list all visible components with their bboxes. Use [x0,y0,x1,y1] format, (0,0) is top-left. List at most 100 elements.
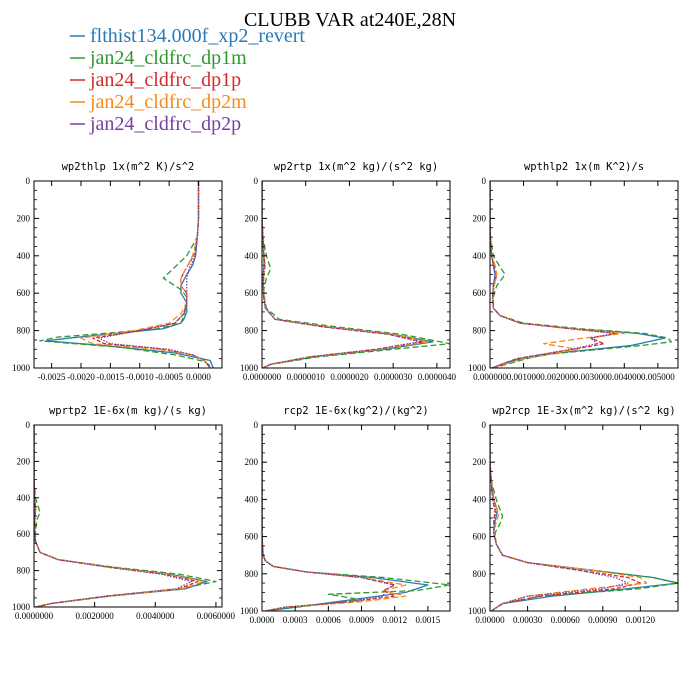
panel-title: wp2rcp 1E-3x(m^2 kg)/(s^2 kg) [492,405,675,417]
series-line-2 [262,181,450,368]
y-tick-label: 0 [482,176,487,186]
y-tick-label: 200 [17,456,31,466]
x-tick-label: -0.0005 [155,372,183,382]
y-tick-label: 600 [17,529,31,539]
panel-title: rcp2 1E-6x(kg^2)/(kg^2) [283,405,428,417]
y-tick-label: 600 [245,532,259,542]
series-line-4 [490,425,648,611]
x-tick-label: 0.0012 [382,615,407,625]
series-line-3 [262,181,425,368]
y-tick-label: 600 [17,288,31,298]
y-tick-label: 0 [482,420,487,430]
y-tick-label: 0 [254,176,259,186]
y-tick-label: 800 [473,326,487,336]
series-line-3 [92,181,211,368]
y-tick-label: 1000 [468,606,487,616]
panel-4: wprtp2 1E-6x(m kg)/(s kg) 0 200 400 600 800 10… [12,405,236,621]
y-tick-label: 1000 [240,363,259,373]
series-line-1 [45,181,214,368]
panel-title: wp2thlp 1x(m^2 K)/s^2 [62,161,195,173]
series-line-2 [262,425,450,611]
y-tick-label: 200 [473,457,487,467]
legend-label: jan24_cldfrc_dp1m [89,47,247,69]
y-tick-label: 600 [245,288,259,298]
x-tick-label: 0.00000 [475,615,505,625]
panels: wp2thlp 1x(m^2 K)/s^2 0 200 400 600 800 1000 -0… [12,161,679,625]
x-tick-label: 0.0009 [349,615,374,625]
y-tick-label: 800 [473,569,487,579]
plot-frame [33,424,223,608]
plot-frame [489,424,679,612]
series-line-3 [490,425,642,611]
series-group [262,425,450,611]
panel-title: wp2rtp 1x(m^2 kg)/(s^2 kg) [274,161,438,173]
legend-label: jan24_cldfrc_dp1p [89,69,241,91]
panel-3: wpthlp2 1x(m K^2)/s020040060080010000.00… [468,161,679,382]
x-tick-label: 0.0000010 [287,372,326,382]
x-tick-label: 0.0000030 [374,372,413,382]
panel-title: wprtp2 1E-6x(m kg)/(s kg) [49,405,207,417]
series-line-1 [34,425,208,607]
x-tick-label: 0.0000040 [418,372,457,382]
x-tick-label: 0.002000 [540,372,574,382]
y-tick-label: 600 [473,288,487,298]
series-line-5 [34,425,193,607]
panel-5: rcp2 1E-6x(kg^2)/(kg^2) 0 200 400 600 800 1000… [240,405,451,625]
main-title: CLUBB VAR at240E,28N [244,9,456,31]
series-line-5 [97,181,211,368]
series-group [490,425,678,611]
y-tick-label: 800 [245,326,259,336]
y-tick-label: 0 [26,176,31,186]
y-tick-label: 400 [17,251,31,261]
x-tick-label: 0.0003 [283,615,308,625]
y-tick-label: 800 [17,326,31,336]
x-tick-label: -0.0015 [97,372,125,382]
panel-6: wp2rcp 1E-3x(m^2 kg)/(s^2 kg) 0 200 400 600 8… [468,405,679,625]
x-tick-label: 0.000000 [473,372,507,382]
x-tick-label: -0.0025 [38,372,66,382]
series-line-4 [34,425,205,607]
series-group [39,181,214,368]
y-tick-label: 400 [473,494,487,504]
y-tick-label: 1000 [12,602,31,612]
y-tick-label: 800 [245,569,259,579]
x-tick-label: -0.0020 [67,372,95,382]
x-tick-label: 0.0040000 [136,611,175,621]
panel-1: wp2thlp 1x(m^2 K)/s^2 0 200 400 600 800 1000 -0… [12,161,223,382]
x-tick-label: 0.0020000 [76,611,115,621]
legend-label: jan24_cldfrc_dp2m [89,91,247,113]
x-tick-label: 0.0000000 [15,611,54,621]
y-tick-label: 200 [473,213,487,223]
x-tick-label: 0.005000 [641,372,675,382]
x-tick-label: 0.003000 [574,372,608,382]
y-tick-label: 800 [17,566,31,576]
series-line-2 [34,425,217,607]
x-tick-label: 0.004000 [607,372,641,382]
series-line-1 [262,425,429,611]
y-tick-label: 1000 [240,606,259,616]
series-line-5 [262,425,396,611]
x-tick-label: 0.0015 [416,615,441,625]
x-tick-label: 0.0000020 [330,372,369,382]
y-tick-label: 400 [245,494,259,504]
series-line-5 [490,181,615,368]
series-group [490,181,672,368]
x-tick-label: 0.00090 [588,615,618,625]
y-tick-label: 0 [254,420,259,430]
x-tick-label: 0.0000000 [243,372,282,382]
series-line-1 [262,181,434,368]
y-tick-label: 400 [17,493,31,503]
x-tick-label: 0.00060 [551,615,581,625]
legend-label: jan24_cldfrc_dp2p [89,113,241,135]
x-tick-label: 0.0000 [250,615,275,625]
series-line-2 [490,425,678,611]
x-tick-label: 0.00030 [513,615,543,625]
series-line-4 [262,181,429,368]
series-line-4 [80,181,211,368]
series-line-5 [262,181,421,368]
series-line-1 [490,425,678,611]
series-line-1 [490,181,666,368]
series-line-3 [490,181,619,368]
y-tick-label: 200 [245,457,259,467]
